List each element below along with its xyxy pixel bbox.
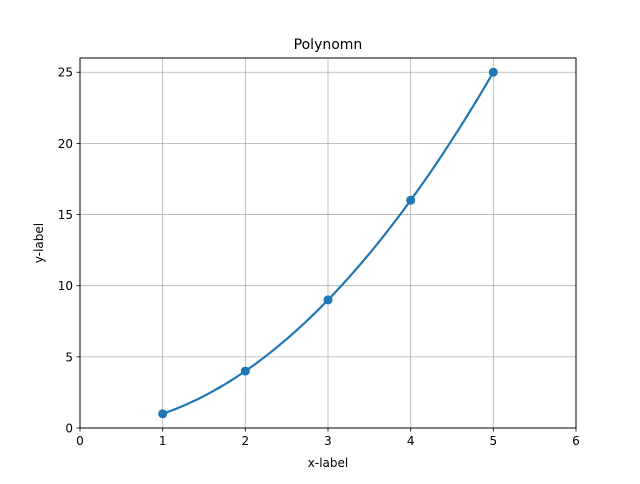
- series-layer: [158, 67, 498, 419]
- ticks: 0 1 2 3 4 5 6 0 5 10 15 20 25: [58, 66, 580, 448]
- data-point: [158, 409, 168, 419]
- data-point: [488, 67, 498, 77]
- x-tick-label: 5: [490, 434, 498, 448]
- data-point: [240, 366, 250, 376]
- y-tick-label: 15: [58, 208, 73, 222]
- x-tick-label: 1: [159, 434, 167, 448]
- x-tick-label: 2: [242, 434, 250, 448]
- data-point: [406, 195, 416, 205]
- x-tick-label: 6: [572, 434, 580, 448]
- x-tick-label: 3: [324, 434, 332, 448]
- y-tick-label: 10: [58, 279, 73, 293]
- x-axis-label: x-label: [308, 456, 348, 470]
- x-tick-label: 0: [76, 434, 84, 448]
- y-tick-label: 20: [58, 137, 73, 151]
- y-tick-label: 25: [58, 66, 73, 80]
- chart-title: Polynomn: [294, 37, 363, 53]
- y-tick-label: 5: [65, 350, 73, 364]
- y-tick-label: 0: [65, 422, 73, 436]
- data-point: [323, 295, 333, 305]
- x-tick-label: 4: [407, 434, 415, 448]
- y-axis-label: y-label: [32, 223, 46, 263]
